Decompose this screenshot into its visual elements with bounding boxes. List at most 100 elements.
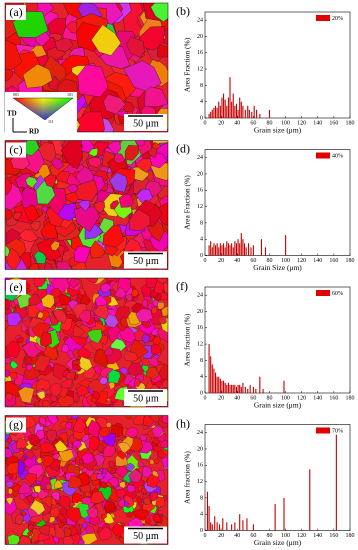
y-axis-label: Area fraction (%) [183,451,192,504]
grain [78,200,91,212]
grain [125,415,132,420]
plot-frame [204,424,351,531]
grain [108,369,121,384]
grain [98,526,113,541]
grain [28,294,43,306]
grain [141,333,150,344]
grain [39,416,47,426]
grain [25,356,33,365]
grain [124,294,133,302]
bar [211,247,213,256]
grain [158,362,168,381]
grain [125,511,134,518]
y-tick-label: 8 [200,83,203,89]
x-tick-label: 180 [346,533,355,539]
plot-frame [204,149,351,256]
y-tick-label: 20 [197,309,203,315]
map-border [4,277,169,408]
y-tick-label: 12 [197,66,203,72]
bar [234,105,236,118]
bar [240,101,242,118]
legend-label: 70% [332,428,343,434]
grain [90,490,106,504]
grain [87,329,103,344]
x-tick-label: 20 [218,120,224,126]
bar [227,382,229,393]
x-tick-label: 60 [250,533,256,539]
x-tick-label: 120 [297,258,306,264]
grain [133,378,141,387]
grain [159,440,168,448]
grain [38,525,50,536]
grain [142,497,152,505]
bar [210,522,212,531]
grain [108,172,128,193]
y-tick-label: 8 [200,358,203,364]
grain [158,315,167,325]
grain [16,337,24,344]
grain [73,206,100,232]
bar [234,384,236,393]
y-tick-label: 4 [200,374,203,380]
x-tick-label: 20 [218,533,224,539]
grain [50,240,60,251]
x-axis-label: Grain size (μm) [254,538,302,547]
grain [128,208,151,232]
y-tick-label: 24 [197,155,203,161]
grain [24,472,37,486]
grain [5,209,13,220]
grain [26,530,33,537]
grain [37,311,44,319]
bar [210,111,212,118]
grain [80,293,92,305]
bar [248,243,250,256]
grain [155,496,166,508]
grain [137,460,145,467]
legend-swatch [316,290,330,296]
bar [231,524,233,531]
label-box [6,5,26,20]
bar [223,243,225,256]
grain [139,26,166,51]
y-tick-label: 20 [197,34,203,40]
grain [25,176,38,188]
grain [113,153,126,164]
scale-label: 50 μm [133,118,159,129]
grain [102,443,116,457]
y-tick-label: 20 [197,446,203,452]
x-tick-label: 0 [204,120,207,126]
grain [33,278,46,287]
y-tick-label: 16 [197,50,203,56]
bar [237,109,239,118]
grain [144,517,152,525]
grain [47,18,67,35]
ebsd-map [5,415,168,545]
bar [283,497,285,531]
grain [25,364,34,371]
bar [229,384,231,393]
bar [244,109,246,118]
grain [91,24,122,56]
bar [243,243,246,256]
bar [211,364,213,393]
grain [150,344,163,356]
grain [100,282,112,293]
grain [61,344,70,353]
bar [237,239,239,256]
bar [231,243,233,256]
grain [5,475,10,482]
grain [57,394,75,407]
y-tick-label: 4 [200,237,203,243]
grain [21,510,27,516]
bar [226,522,228,531]
x-tick-label: 180 [346,120,355,126]
panel-title: (h) [176,416,190,430]
grain [60,140,83,170]
grain [102,225,125,248]
bar [234,522,236,531]
grain [10,360,19,370]
grain [81,452,95,465]
grain [86,278,98,284]
grain [124,144,139,161]
y-tick-label: 0 [200,390,203,396]
